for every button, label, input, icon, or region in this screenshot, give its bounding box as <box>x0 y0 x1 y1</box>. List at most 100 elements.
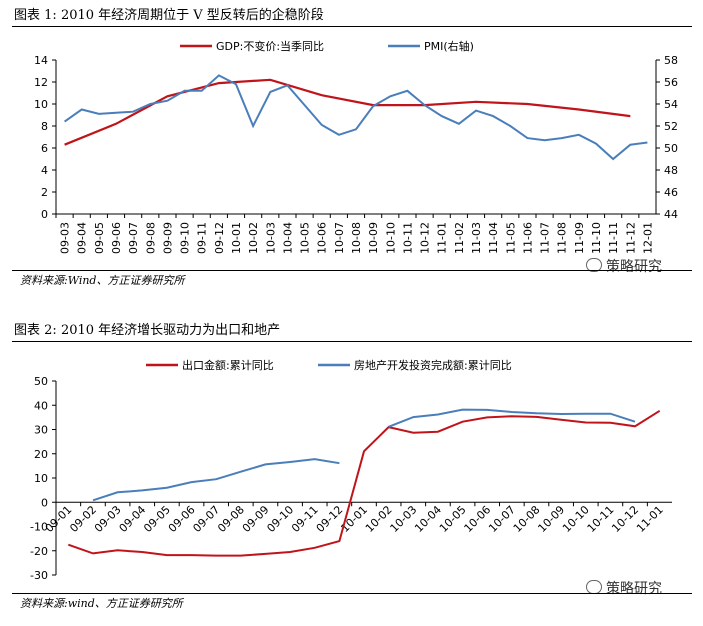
chart1-right-tick-label: 54 <box>664 98 678 111</box>
chart2-x-tick-label: 10-09 <box>535 503 567 535</box>
chart1-x-tick-label: 10-01 <box>230 222 243 254</box>
chart1-x-tick-label: 09-03 <box>59 222 72 254</box>
chart1-right-tick-label: 46 <box>664 186 678 199</box>
chart2-title-block: 图表 2: 2010 年经济增长驱动力为出口和地产 <box>14 319 280 338</box>
chart1-top-rule <box>12 26 692 27</box>
chart1-x-tick-label: 09-11 <box>196 222 209 254</box>
chart1-x-tick-label: 11-10 <box>590 222 603 254</box>
chart1-left-tick-label: 2 <box>41 186 48 199</box>
chart1-source: 资料来源:Wind、方正证券研究所 <box>20 274 185 287</box>
chart1-x-tick-label: 10-08 <box>350 222 363 254</box>
chart1-x-tick-label: 10-05 <box>299 222 312 254</box>
chart2-x-tick-label: 09-10 <box>264 503 296 535</box>
chart1-x-tick-label: 12-01 <box>641 222 654 254</box>
chart1-x-tick-label: 09-04 <box>76 222 89 254</box>
chart2-title: 2010 年经济增长驱动力为出口和地产 <box>60 323 281 338</box>
chart2-x-tick-label: 10-03 <box>388 503 420 535</box>
chart1-x-tick-label: 09-10 <box>179 222 192 254</box>
chart1-left-tick-label: 14 <box>34 54 48 67</box>
chart1-left-tick-label: 6 <box>41 142 48 155</box>
chart1-series-pmi <box>64 74 648 161</box>
chart2-x-tick-label: 10-04 <box>412 503 444 535</box>
wechat-icon <box>586 580 602 594</box>
chart2-y-tick-label: 40 <box>34 399 48 412</box>
chart2-x-tick-label: 10-11 <box>585 503 617 535</box>
chart1-x-tick-label: 09-12 <box>213 222 226 254</box>
chart2-y-tick-label: 20 <box>34 448 48 461</box>
chart1-right-tick-label: 58 <box>664 54 678 67</box>
chart2-watermark: 策略研究 <box>586 578 662 598</box>
chart1-x-tick-label: 09-09 <box>161 222 174 254</box>
chart2-figure-label: 图表 2: <box>14 323 57 338</box>
chart2-x-tick-label: 10-05 <box>437 503 469 535</box>
chart1-x-tick-label: 11-11 <box>607 222 620 254</box>
chart1-x-tick-label: 11-03 <box>470 222 483 254</box>
chart1-right-tick-label: 56 <box>664 76 678 89</box>
chart2-x-tick-label: 09-02 <box>67 503 99 535</box>
chart2-series <box>67 408 661 557</box>
chart1-x-tick-label: 10-09 <box>367 222 380 254</box>
chart1-x-tick-label: 11-05 <box>504 222 517 254</box>
chart1-x-tick-label: 10-12 <box>419 222 432 254</box>
chart1-series <box>64 74 648 161</box>
chart1-left-tick-label: 4 <box>41 164 48 177</box>
chart2-source: 资料来源:wind、方正证券研究所 <box>20 597 183 610</box>
chart1-bottom-rule <box>12 270 692 271</box>
chart1-x-tick-label: 11-07 <box>539 222 552 254</box>
chart1-x-tick-label: 11-09 <box>573 222 586 254</box>
chart1-x-tick-label: 10-03 <box>264 222 277 254</box>
chart1-left-tick-label: 0 <box>41 208 48 221</box>
chart1-x-tick-label: 11-02 <box>453 222 466 254</box>
chart1-x-tick-label: 10-10 <box>384 222 397 254</box>
chart1-right-tick-label: 48 <box>664 164 678 177</box>
chart1-left-tick-label: 10 <box>34 98 48 111</box>
chart1-x-tick-label: 09-05 <box>93 222 106 254</box>
chart2-series-export <box>67 409 661 557</box>
chart1-right-tick-label: 44 <box>664 208 678 221</box>
chart2-series-realestate <box>92 458 340 502</box>
chart2-bottom-rule <box>12 593 692 594</box>
chart2-x-tick-label: 09-07 <box>190 503 222 535</box>
chart2-x-tick-label: 09-08 <box>215 503 247 535</box>
chart1-x-tick-label: 09-08 <box>144 222 157 254</box>
chart1-x-tick-label: 11-12 <box>624 222 637 254</box>
chart1-x-tick-label: 11-08 <box>556 222 569 254</box>
chart2-x-tick-label: 09-04 <box>117 503 149 535</box>
chart2-top-rule <box>12 341 692 342</box>
chart2-x-tick-label: 10-06 <box>462 503 494 535</box>
chart2-x-tick-label: 10-07 <box>486 503 518 535</box>
chart1-x-tick-label: 10-04 <box>281 222 294 254</box>
chart1-x-tick-label: 11-06 <box>521 222 534 254</box>
chart1-x-tick-label: 09-06 <box>110 222 123 254</box>
chart1-title: 2010 年经济周期位于 V 型反转后的企稳阶段 <box>60 8 324 23</box>
chart2-x-tick-label: 11-01 <box>634 503 666 535</box>
chart2-x-tick-label: 09-03 <box>92 503 124 535</box>
wechat-icon <box>586 258 602 272</box>
chart2-x-tick-label: 09-06 <box>166 503 198 535</box>
chart2-x-tick-label: 09-09 <box>240 503 272 535</box>
chart2-y-tick-label: 0 <box>41 496 48 509</box>
chart2-x-tick-label: 09-12 <box>314 503 346 535</box>
chart2-legend: 出口金额:累计同比 房地产开发投资完成额:累计同比 <box>146 358 512 372</box>
chart1-x-tick-label: 09-07 <box>127 222 140 254</box>
legend-pmi-label: PMI(右轴) <box>424 39 474 53</box>
legend-export-label: 出口金额:累计同比 <box>182 358 274 372</box>
chart2-y-tick-label: 10 <box>34 472 48 485</box>
chart1-figure-label: 图表 1: <box>14 8 57 23</box>
chart2-y-tick-label: -20 <box>30 545 48 558</box>
chart2-x-tick-label: 09-11 <box>289 503 321 535</box>
chart1-title-block: 图表 1: 2010 年经济周期位于 V 型反转后的企稳阶段 <box>14 4 324 23</box>
chart1-right-tick-label: 52 <box>664 120 678 133</box>
chart2-x-tick-label: 10-02 <box>363 503 395 535</box>
chart1-x-tick-label: 11-01 <box>436 222 449 254</box>
chart2-series-realestate <box>388 408 636 428</box>
chart1-right-tick-label: 50 <box>664 142 678 155</box>
chart1-left-tick-label: 12 <box>34 76 48 89</box>
chart1-x-tick-label: 10-11 <box>401 222 414 254</box>
chart1-series-gdp <box>64 78 631 146</box>
chart1-x-tick-label: 10-07 <box>333 222 346 254</box>
chart2-y-tick-label: 50 <box>34 375 48 388</box>
chart2-x-tick-label: 10-08 <box>511 503 543 535</box>
